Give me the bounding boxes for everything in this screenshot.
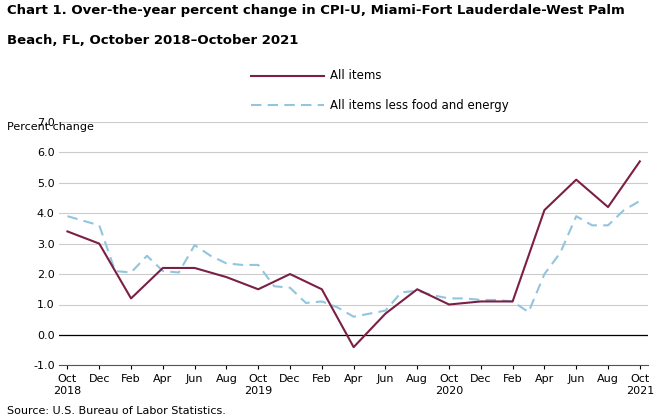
Text: All items less food and energy: All items less food and energy	[330, 99, 509, 111]
Text: Percent change: Percent change	[7, 122, 93, 132]
Text: Source: U.S. Bureau of Labor Statistics.: Source: U.S. Bureau of Labor Statistics.	[7, 406, 225, 416]
Text: All items: All items	[330, 69, 382, 82]
Text: Beach, FL, October 2018–October 2021: Beach, FL, October 2018–October 2021	[7, 34, 298, 47]
Text: Chart 1. Over-the-year percent change in CPI-U, Miami-Fort Lauderdale-West Palm: Chart 1. Over-the-year percent change in…	[7, 4, 625, 17]
